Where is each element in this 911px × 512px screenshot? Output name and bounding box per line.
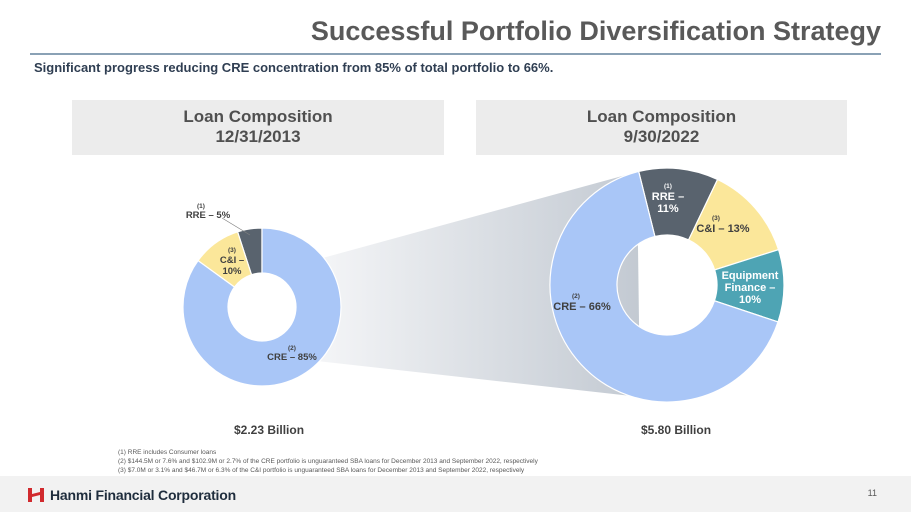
- slice-label: C&I –10%: [220, 255, 244, 277]
- chart-title-2022: Loan Composition: [586, 107, 737, 126]
- slice-cre-0: [182, 227, 342, 387]
- slice-footnote-marker: (2): [288, 345, 296, 352]
- company-name: Hanmi Financial Corporation: [50, 487, 236, 503]
- slice-label: Equipment Finance –10%: [722, 270, 779, 306]
- footnote-3: (3) $7.0M or 3.1% and $46.7M or 6.3% of …: [118, 467, 525, 474]
- label-leader-line: [221, 217, 251, 236]
- page-subtitle: Significant progress reducing CRE concen…: [34, 60, 554, 75]
- slice-footnote-marker: (1): [197, 203, 205, 210]
- chart-header-2022: Loan Composition 9/30/2022: [476, 100, 847, 155]
- page-title: Successful Portfolio Diversification Str…: [310, 16, 881, 46]
- company-logo: Hanmi Financial Corporation: [26, 486, 236, 504]
- slice-footnote-marker: (2): [572, 293, 580, 300]
- slice-candi-0: [197, 231, 253, 288]
- chart-date-2013: 12/31/2013: [215, 127, 301, 146]
- slice-label: RRE – 5%: [186, 210, 231, 221]
- slice-footnote-marker: (1): [664, 183, 672, 190]
- slice-label: CRE – 85%: [267, 352, 317, 363]
- slice-label: C&I – 13%: [696, 223, 749, 235]
- slice-footnote-marker: (3): [228, 247, 236, 254]
- slice-cre-1: [549, 170, 779, 403]
- chart-header-2013: Loan Composition 12/31/2013: [72, 100, 444, 155]
- slice-footnote-marker: (3): [712, 215, 720, 222]
- footer-bar: Hanmi Financial Corporation 11: [0, 476, 911, 512]
- page-number: 11: [867, 488, 877, 498]
- slice-label: RRE –11%: [652, 191, 684, 215]
- chart-date-2022: 9/30/2022: [623, 127, 700, 146]
- zoom-connector: [308, 172, 640, 397]
- total-2013: $2.23 Billion: [234, 423, 305, 437]
- chart-title-2013: Loan Composition: [183, 107, 333, 126]
- footnote-1: (1) RRE includes Consumer loans: [118, 449, 217, 456]
- hanmi-logo-icon: [28, 488, 44, 502]
- title-divider: [30, 53, 881, 55]
- total-2022: $5.80 Billion: [641, 423, 712, 437]
- slice-label: CRE – 66%: [553, 301, 611, 313]
- footnote-2: (2) $144.5M or 7.6% and $102.9M or 2.7% …: [118, 458, 538, 465]
- footnotes: (1) RRE includes Consumer loans (2) $144…: [118, 448, 538, 475]
